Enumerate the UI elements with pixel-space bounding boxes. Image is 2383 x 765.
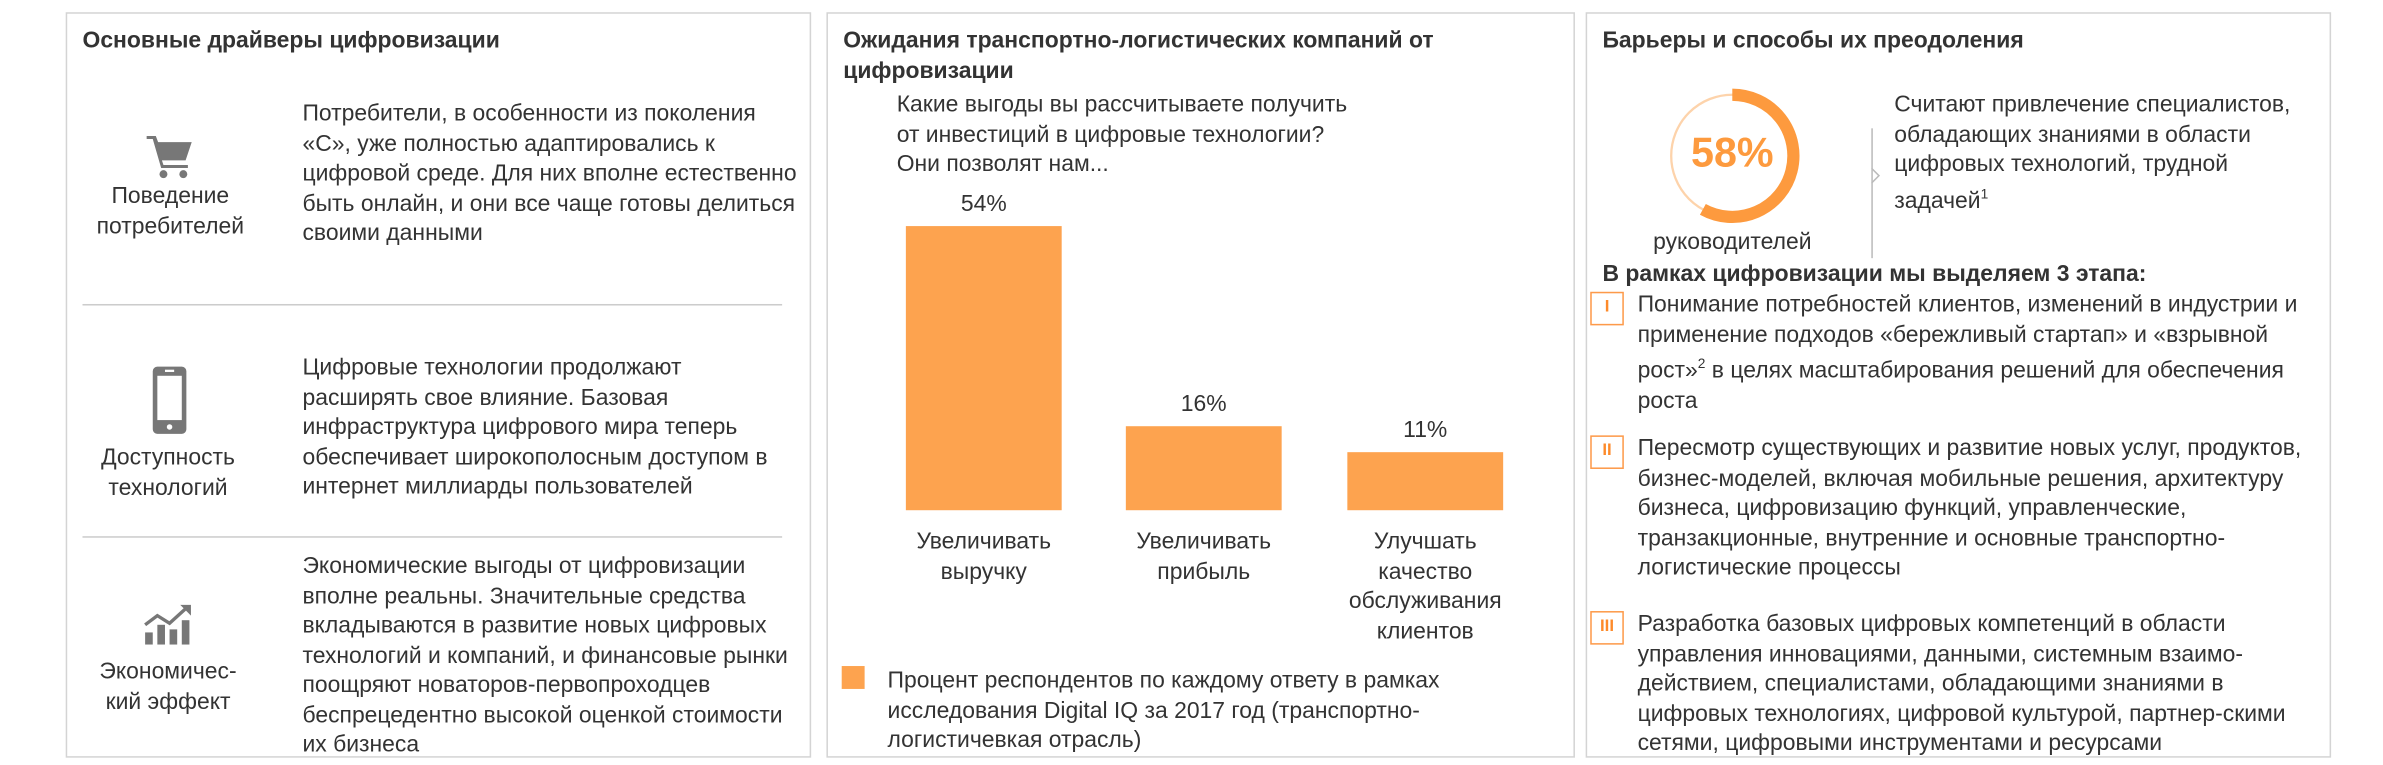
legend-text: Процент респондентов по каждому ответу в… xyxy=(887,667,1440,754)
stage-text: Понимание потребностей клиентов, изменен… xyxy=(1638,290,2325,415)
bar xyxy=(1347,452,1504,511)
footnote-ref: 2 xyxy=(1697,355,1706,372)
driver-text: Экономические выгоды от цифровизации впо… xyxy=(302,552,788,758)
stage-number-badge: III xyxy=(1590,611,1624,645)
donut-arc xyxy=(1699,88,1800,224)
category-label: Улучшать качество обслуживания клиентов xyxy=(1348,528,1502,644)
chevron-right-icon xyxy=(1871,167,1881,184)
stage-text-part: в целях масштабирования решений для обес… xyxy=(1637,357,2284,414)
bar-value-label: 54% xyxy=(960,190,1007,217)
panel-title: Основные драйверы цифровизации xyxy=(82,27,500,54)
stages-heading: В рамках цифровизации мы выделяем 3 этап… xyxy=(1602,261,2147,288)
statement: Считают привлечение специалистов, облада… xyxy=(1894,90,2322,215)
expectations-panel: Ожидания транспортно-логистических компа… xyxy=(826,12,1575,758)
cart-icon xyxy=(146,135,192,179)
category-label: Увеличивать выручку xyxy=(916,528,1052,585)
driver-label: Доступность технологий xyxy=(101,444,235,501)
donut-caption: руководителей xyxy=(1653,229,1812,256)
driver-label: Поведение потребителей xyxy=(96,183,245,240)
legend-swatch xyxy=(841,666,865,689)
stage-number-badge: I xyxy=(1590,291,1624,326)
stage-text: Разработка базовых цифровых компетенций … xyxy=(1637,611,2286,757)
donut-chart xyxy=(1670,88,1800,224)
survey-question: Какие выгоды вы рассчитываете получить о… xyxy=(896,91,1348,178)
footnote-ref: 1 xyxy=(1980,185,1989,201)
driver-label: Экономичес-кий эффект xyxy=(99,658,237,715)
divider xyxy=(82,536,783,538)
statement-text: Считают привлечение специалистов, облада… xyxy=(1894,91,2291,214)
barriers-panel: Барьеры и способы их преодоления 58% рук… xyxy=(1585,12,2332,758)
bar-value-label: 11% xyxy=(1403,417,1448,444)
stage-text-part: Понимание потребностей клиентов, изменен… xyxy=(1637,291,2298,384)
bar xyxy=(1125,426,1282,511)
donut-value: 58% xyxy=(1691,129,1774,176)
vertical-divider xyxy=(1871,128,1873,259)
stage-number-badge: II xyxy=(1590,435,1624,469)
stage-text: Пересмотр существующих и развитие новых … xyxy=(1637,435,2302,581)
bar xyxy=(905,226,1062,511)
panel-title: Ожидания транспортно-логистических компа… xyxy=(843,27,1434,85)
driver-text: Потребители, в особенности из поколения … xyxy=(302,100,797,246)
driver-text: Цифровые технологии продолжают расширять… xyxy=(302,354,768,500)
drivers-panel: Основные драйверы цифровизации Поведение… xyxy=(65,12,812,758)
category-label: Увеличивать прибыль xyxy=(1136,528,1272,585)
bar-value-label: 16% xyxy=(1180,390,1227,417)
growth-chart-icon xyxy=(144,604,191,645)
divider xyxy=(82,303,783,306)
panel-title: Барьеры и способы их преодоления xyxy=(1602,27,2024,54)
smartphone-icon xyxy=(152,366,187,434)
